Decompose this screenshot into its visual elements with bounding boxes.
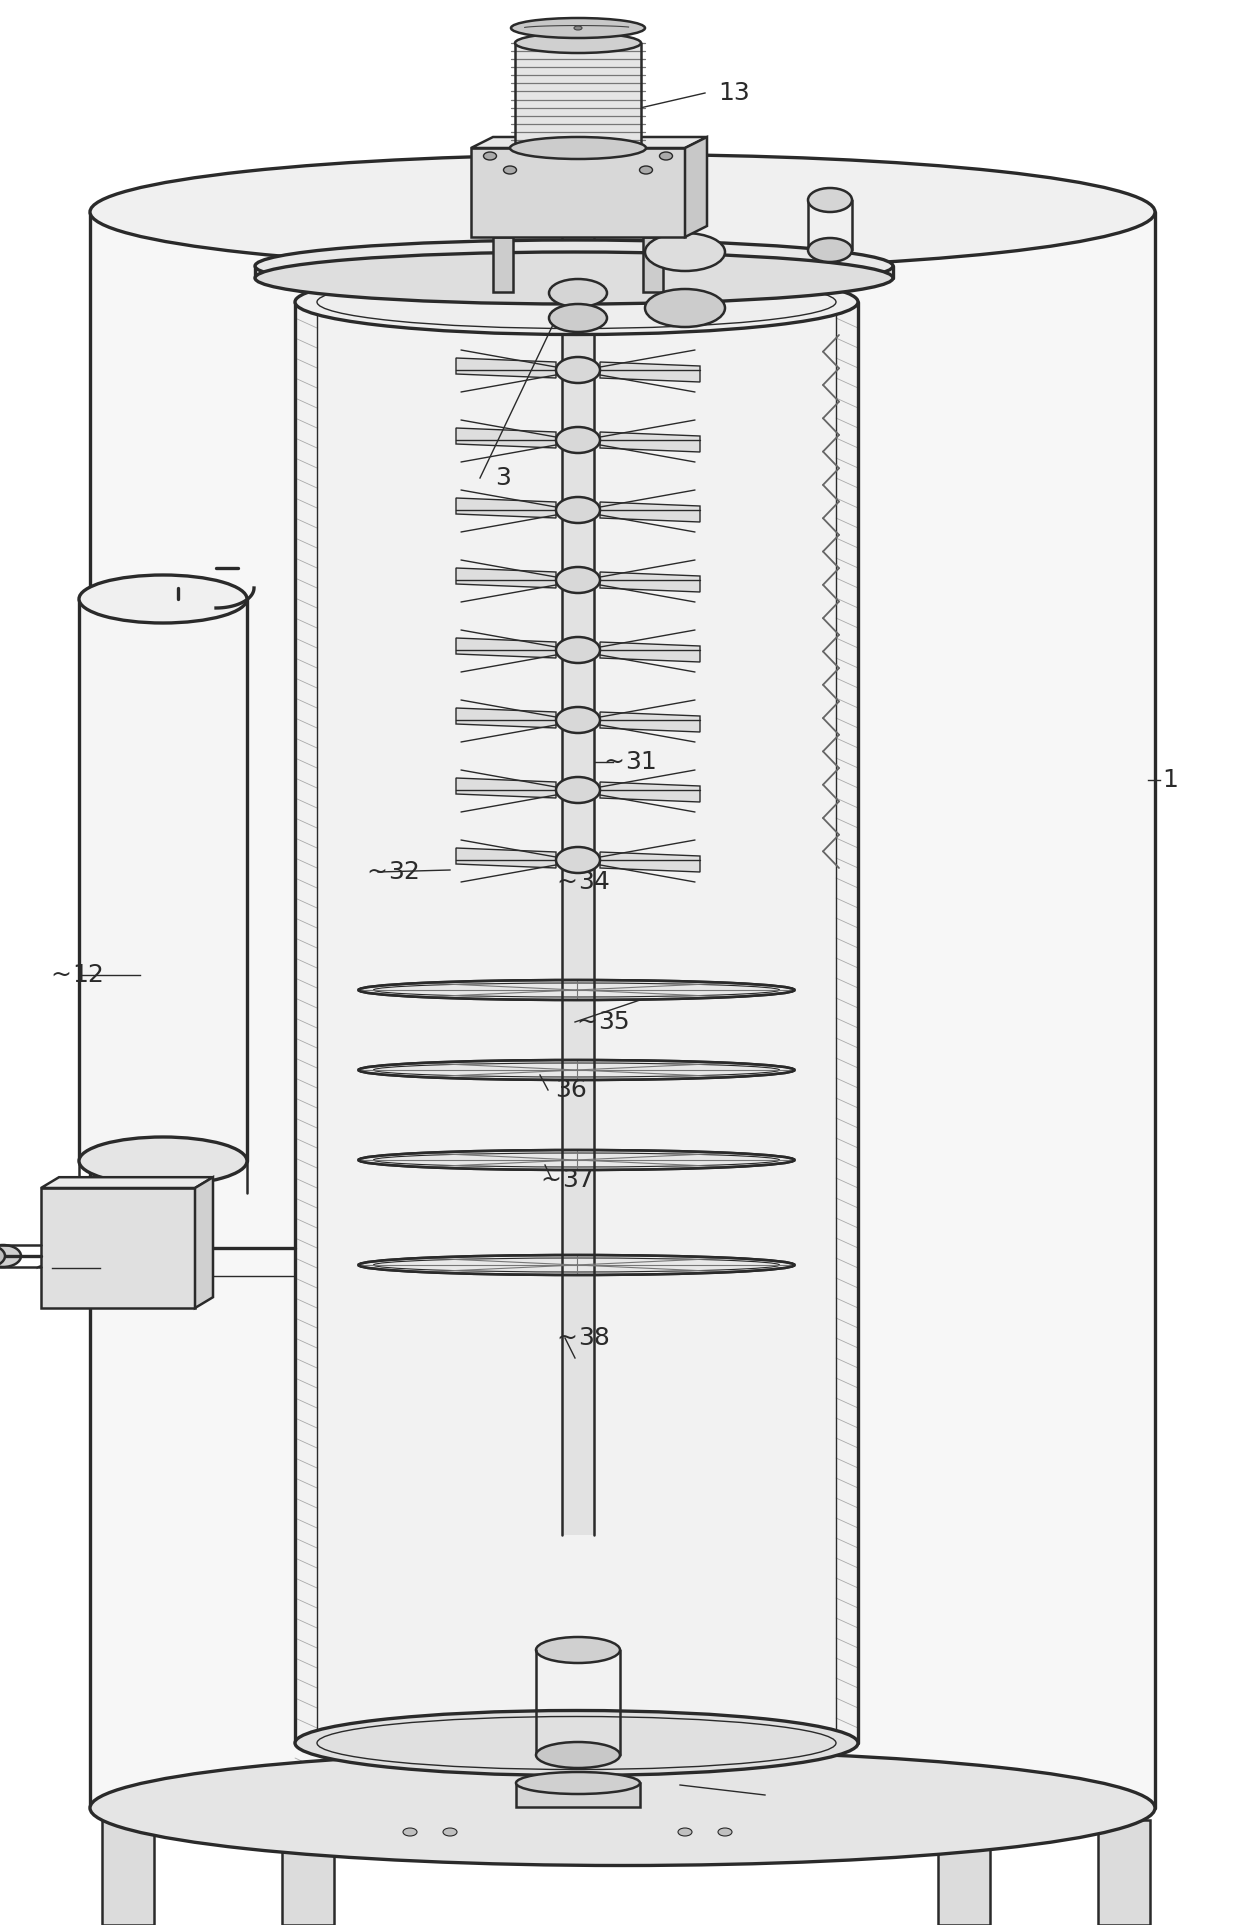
Ellipse shape — [645, 233, 725, 271]
Ellipse shape — [808, 239, 852, 262]
Polygon shape — [600, 431, 701, 452]
Polygon shape — [684, 137, 707, 237]
Polygon shape — [456, 849, 556, 868]
Ellipse shape — [0, 1245, 21, 1267]
Polygon shape — [456, 358, 556, 377]
Polygon shape — [41, 1178, 213, 1188]
Ellipse shape — [556, 497, 600, 524]
Ellipse shape — [556, 847, 600, 874]
Ellipse shape — [660, 152, 672, 160]
Ellipse shape — [403, 1829, 417, 1836]
Polygon shape — [600, 362, 701, 381]
Ellipse shape — [443, 1829, 458, 1836]
Polygon shape — [562, 237, 594, 1534]
Polygon shape — [456, 427, 556, 449]
Ellipse shape — [295, 270, 858, 335]
Text: 12: 12 — [72, 962, 104, 988]
Text: 37: 37 — [562, 1168, 594, 1192]
Ellipse shape — [549, 304, 608, 331]
Polygon shape — [456, 568, 556, 587]
Ellipse shape — [678, 1829, 692, 1836]
Ellipse shape — [358, 1061, 795, 1080]
Polygon shape — [195, 1178, 213, 1307]
Text: ~: ~ — [556, 870, 577, 893]
Text: 34: 34 — [578, 870, 610, 893]
Ellipse shape — [484, 152, 496, 160]
Polygon shape — [79, 599, 247, 1161]
Polygon shape — [471, 137, 707, 148]
Ellipse shape — [255, 252, 893, 304]
Ellipse shape — [91, 1750, 1154, 1865]
Text: 38: 38 — [578, 1326, 610, 1349]
Text: ~: ~ — [366, 860, 387, 884]
Ellipse shape — [556, 427, 600, 452]
Ellipse shape — [358, 980, 795, 999]
Polygon shape — [494, 237, 513, 293]
Polygon shape — [600, 782, 701, 803]
Ellipse shape — [91, 154, 1154, 270]
Ellipse shape — [556, 568, 600, 593]
Text: 1: 1 — [1162, 768, 1178, 791]
Text: 2: 2 — [777, 1783, 794, 1808]
Polygon shape — [600, 643, 701, 662]
Polygon shape — [41, 1188, 195, 1307]
Ellipse shape — [358, 1255, 795, 1274]
Polygon shape — [281, 1819, 334, 1925]
Polygon shape — [644, 237, 663, 293]
Polygon shape — [1097, 1819, 1149, 1925]
Polygon shape — [91, 212, 1154, 1808]
Ellipse shape — [0, 1245, 5, 1267]
Text: 36: 36 — [556, 1078, 587, 1101]
Polygon shape — [515, 42, 641, 148]
Text: 13: 13 — [718, 81, 750, 106]
Ellipse shape — [358, 1149, 795, 1170]
Ellipse shape — [79, 1138, 247, 1186]
Ellipse shape — [515, 33, 641, 54]
Polygon shape — [456, 637, 556, 658]
Ellipse shape — [556, 637, 600, 662]
Ellipse shape — [255, 241, 893, 293]
Polygon shape — [600, 712, 701, 732]
Ellipse shape — [808, 189, 852, 212]
Text: 32: 32 — [388, 860, 420, 884]
Text: ~: ~ — [603, 751, 624, 774]
Ellipse shape — [503, 166, 517, 173]
Polygon shape — [516, 1783, 640, 1808]
Polygon shape — [456, 499, 556, 518]
Text: 3: 3 — [495, 466, 511, 491]
Text: ~: ~ — [539, 1168, 560, 1192]
Ellipse shape — [549, 279, 608, 306]
Ellipse shape — [556, 778, 600, 803]
Text: ~: ~ — [50, 962, 71, 988]
Text: 31: 31 — [625, 751, 657, 774]
Ellipse shape — [536, 1636, 620, 1663]
Ellipse shape — [556, 356, 600, 383]
Ellipse shape — [645, 289, 725, 327]
Ellipse shape — [516, 1773, 640, 1794]
Polygon shape — [937, 1819, 990, 1925]
Ellipse shape — [79, 576, 247, 624]
Ellipse shape — [574, 27, 582, 31]
Text: ~: ~ — [33, 1255, 55, 1280]
Text: ~: ~ — [577, 1011, 596, 1034]
Polygon shape — [456, 778, 556, 799]
Ellipse shape — [511, 17, 645, 38]
Polygon shape — [295, 302, 858, 1742]
Ellipse shape — [536, 1742, 620, 1767]
Polygon shape — [600, 502, 701, 522]
Ellipse shape — [718, 1829, 732, 1836]
Ellipse shape — [556, 706, 600, 733]
Ellipse shape — [295, 1711, 858, 1775]
Polygon shape — [600, 853, 701, 872]
Polygon shape — [456, 708, 556, 728]
Polygon shape — [102, 1819, 154, 1925]
Polygon shape — [471, 148, 684, 237]
Text: ~: ~ — [556, 1326, 577, 1349]
Polygon shape — [600, 572, 701, 593]
Ellipse shape — [640, 166, 652, 173]
Text: 35: 35 — [598, 1011, 630, 1034]
Ellipse shape — [510, 137, 646, 160]
Text: 11: 11 — [55, 1255, 87, 1280]
